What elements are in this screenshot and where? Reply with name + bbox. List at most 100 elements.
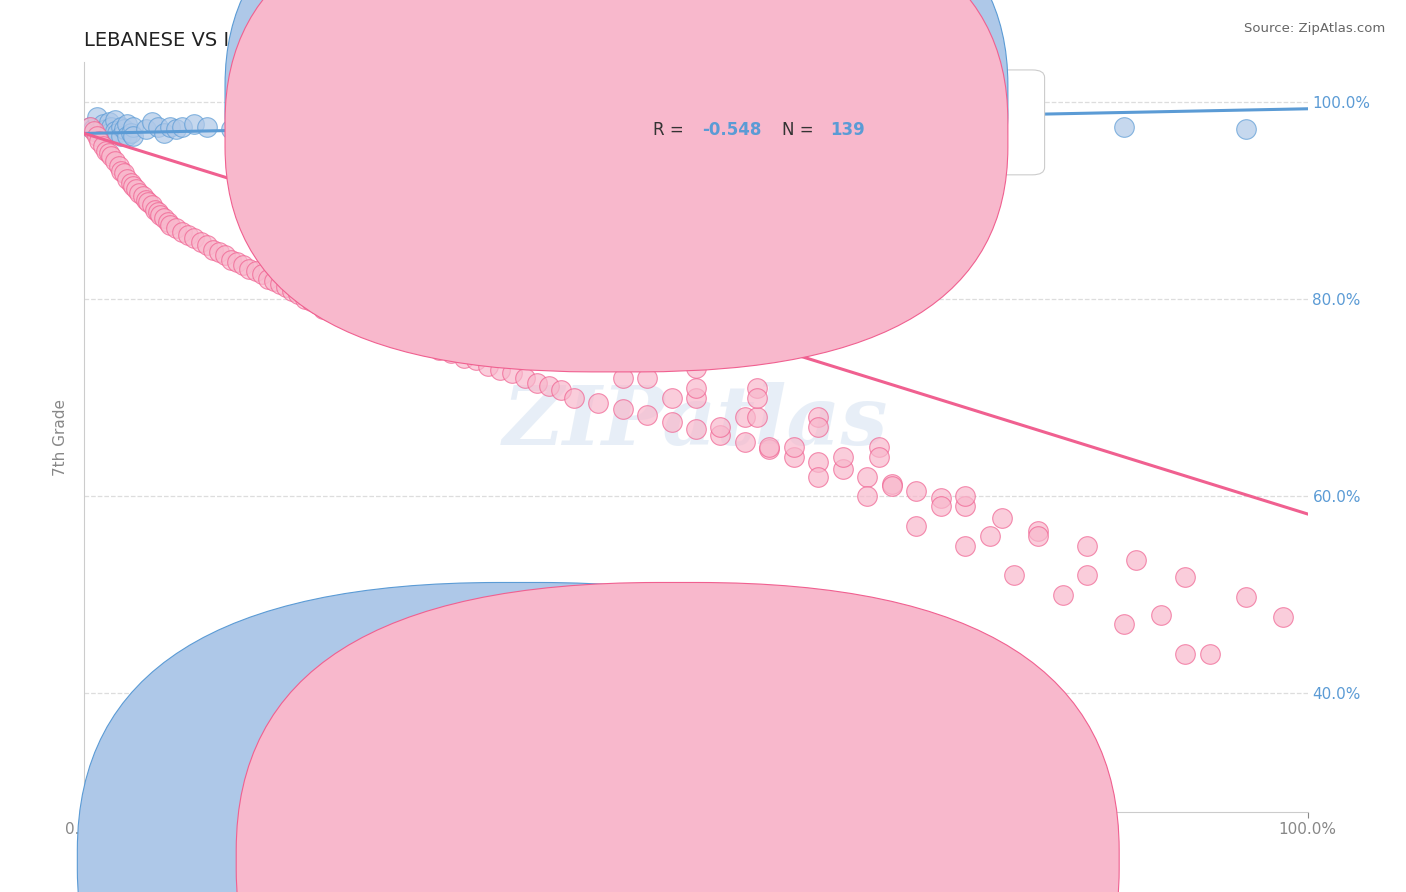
Point: [477, 359, 499, 373]
Point: [440, 346, 463, 360]
Point: [165, 221, 187, 235]
Point: [112, 166, 135, 180]
Point: [153, 211, 176, 226]
Point: [807, 469, 830, 483]
Text: R =: R =: [654, 121, 683, 139]
Point: [1174, 570, 1197, 584]
Point: [141, 198, 163, 212]
Point: [734, 435, 756, 450]
Point: [747, 381, 769, 395]
Point: [538, 331, 561, 345]
Point: [87, 134, 110, 148]
Point: [562, 342, 585, 356]
Point: [136, 195, 159, 210]
Point: [636, 371, 658, 385]
Point: [929, 499, 952, 513]
Point: [758, 440, 780, 454]
Point: [100, 120, 122, 134]
Point: [97, 146, 120, 161]
Point: [880, 477, 903, 491]
Text: N =: N =: [782, 121, 813, 139]
Point: [685, 361, 707, 376]
Point: [232, 258, 254, 272]
Point: [1272, 609, 1295, 624]
Point: [979, 529, 1001, 543]
Point: [709, 420, 731, 434]
Point: [122, 120, 145, 134]
Point: [122, 178, 145, 193]
Point: [91, 117, 114, 131]
FancyBboxPatch shape: [225, 0, 1008, 372]
Point: [661, 415, 683, 429]
Point: [783, 120, 806, 134]
Point: [586, 122, 609, 136]
Point: [156, 215, 179, 229]
Point: [586, 342, 609, 356]
Point: [104, 124, 127, 138]
Point: [1028, 529, 1050, 543]
Point: [831, 461, 853, 475]
Point: [1236, 122, 1258, 136]
Point: [953, 489, 976, 503]
Point: [869, 122, 891, 136]
Point: [905, 518, 928, 533]
Point: [502, 292, 524, 306]
Point: [550, 383, 572, 397]
Point: [143, 203, 166, 218]
FancyBboxPatch shape: [225, 0, 1008, 336]
Point: [856, 489, 879, 503]
FancyBboxPatch shape: [574, 70, 1045, 175]
Text: 0.253: 0.253: [702, 84, 755, 102]
Point: [91, 139, 114, 153]
Point: [783, 440, 806, 454]
Point: [82, 122, 104, 136]
Point: [734, 410, 756, 425]
Point: [305, 297, 328, 311]
Point: [1076, 539, 1098, 553]
Point: [146, 205, 169, 219]
Point: [287, 287, 309, 301]
Point: [991, 511, 1014, 525]
Point: [96, 144, 118, 158]
Point: [245, 264, 267, 278]
Point: [110, 129, 132, 144]
Point: [342, 122, 364, 136]
Point: [380, 326, 402, 341]
Point: [1076, 568, 1098, 582]
Point: [502, 366, 524, 380]
Point: [120, 176, 142, 190]
Point: [195, 237, 218, 252]
Point: [299, 293, 322, 308]
Point: [661, 391, 683, 405]
Point: [153, 127, 176, 141]
Point: [115, 171, 138, 186]
Point: [464, 272, 486, 286]
Point: [1236, 590, 1258, 604]
Point: [86, 110, 108, 124]
Point: [97, 114, 120, 128]
Text: 139: 139: [831, 121, 865, 139]
Point: [513, 371, 536, 385]
Point: [489, 363, 512, 377]
Point: [115, 117, 138, 131]
Point: [238, 262, 260, 277]
Point: [177, 227, 200, 242]
Point: [96, 122, 118, 136]
Point: [758, 442, 780, 456]
Text: 43: 43: [831, 84, 853, 102]
Point: [807, 455, 830, 469]
Point: [281, 284, 304, 298]
Point: [1114, 617, 1136, 632]
Point: [87, 124, 110, 138]
Point: [86, 129, 108, 144]
Point: [685, 117, 707, 131]
Text: ZIPatlas: ZIPatlas: [503, 382, 889, 462]
Text: Source: ZipAtlas.com: Source: ZipAtlas.com: [1244, 22, 1385, 36]
Point: [122, 129, 145, 144]
Point: [502, 120, 524, 134]
Point: [312, 301, 335, 316]
Point: [869, 450, 891, 464]
Point: [135, 194, 157, 208]
Text: Lebanese: Lebanese: [546, 853, 619, 867]
Point: [107, 159, 129, 173]
